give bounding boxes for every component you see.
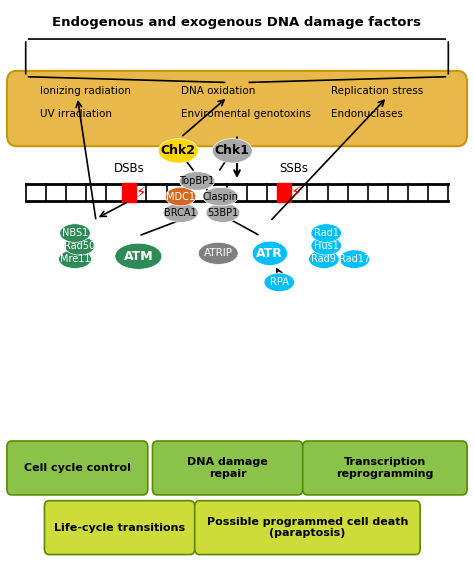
Ellipse shape [115,243,162,269]
FancyBboxPatch shape [7,71,467,146]
Text: Ionizing radiation: Ionizing radiation [40,86,131,96]
Ellipse shape [158,139,198,163]
Text: ⚡: ⚡ [136,185,146,200]
Text: Replication stress: Replication stress [331,86,423,96]
Ellipse shape [212,139,252,163]
Text: DSBs: DSBs [114,162,145,175]
Ellipse shape [165,187,196,206]
Text: Mre11: Mre11 [60,254,90,264]
Ellipse shape [198,242,238,264]
FancyBboxPatch shape [195,501,420,555]
Ellipse shape [180,172,215,190]
Text: NBS1: NBS1 [62,228,88,238]
Ellipse shape [311,224,341,242]
Ellipse shape [64,236,95,255]
Text: Cell cycle control: Cell cycle control [24,463,131,473]
FancyBboxPatch shape [153,441,303,495]
Text: Rad50: Rad50 [64,241,95,251]
Text: 53BP1: 53BP1 [207,208,238,218]
FancyBboxPatch shape [277,183,291,203]
Text: Claspin: Claspin [202,191,238,201]
Text: Rad17: Rad17 [339,254,370,264]
Text: SSBs: SSBs [279,162,308,175]
FancyBboxPatch shape [45,501,195,555]
Text: Transcription
reprogramming: Transcription reprogramming [336,457,434,479]
Ellipse shape [339,250,370,268]
Ellipse shape [59,250,91,268]
Text: BRCA1: BRCA1 [164,208,197,218]
Text: Life-cycle transitions: Life-cycle transitions [54,523,185,533]
Text: Rad1: Rad1 [314,228,338,238]
Text: Chk2: Chk2 [161,144,196,157]
FancyBboxPatch shape [122,183,136,203]
Ellipse shape [311,236,341,255]
Text: Possible programmed cell death
(paraptosis): Possible programmed cell death (paraptos… [207,517,408,538]
Text: Chk1: Chk1 [215,144,250,157]
Text: UV irradiation: UV irradiation [40,109,112,119]
Ellipse shape [309,250,339,268]
Ellipse shape [252,241,287,265]
Text: DNA oxidation: DNA oxidation [181,86,255,96]
FancyBboxPatch shape [7,441,148,495]
Ellipse shape [206,203,240,222]
Text: Endogenous and exogenous DNA damage factors: Endogenous and exogenous DNA damage fact… [53,16,421,29]
Text: Enviromental genotoxins: Enviromental genotoxins [181,109,310,119]
Text: TopBP1: TopBP1 [180,176,215,186]
Text: ATRIP: ATRIP [204,249,233,258]
Ellipse shape [203,187,238,206]
Text: ⚡: ⚡ [290,185,301,200]
Text: RPA: RPA [270,277,289,288]
Text: MDC1: MDC1 [166,191,195,201]
Ellipse shape [264,273,294,292]
Text: Hus1: Hus1 [314,241,338,251]
FancyBboxPatch shape [303,441,467,495]
Ellipse shape [163,203,198,222]
Ellipse shape [60,224,90,242]
Text: Endonuclases: Endonuclases [331,109,403,119]
Text: Rad9: Rad9 [311,254,337,264]
Text: ATM: ATM [124,250,153,262]
Text: ATR: ATR [256,247,283,260]
Text: DNA damage
repair: DNA damage repair [187,457,268,479]
